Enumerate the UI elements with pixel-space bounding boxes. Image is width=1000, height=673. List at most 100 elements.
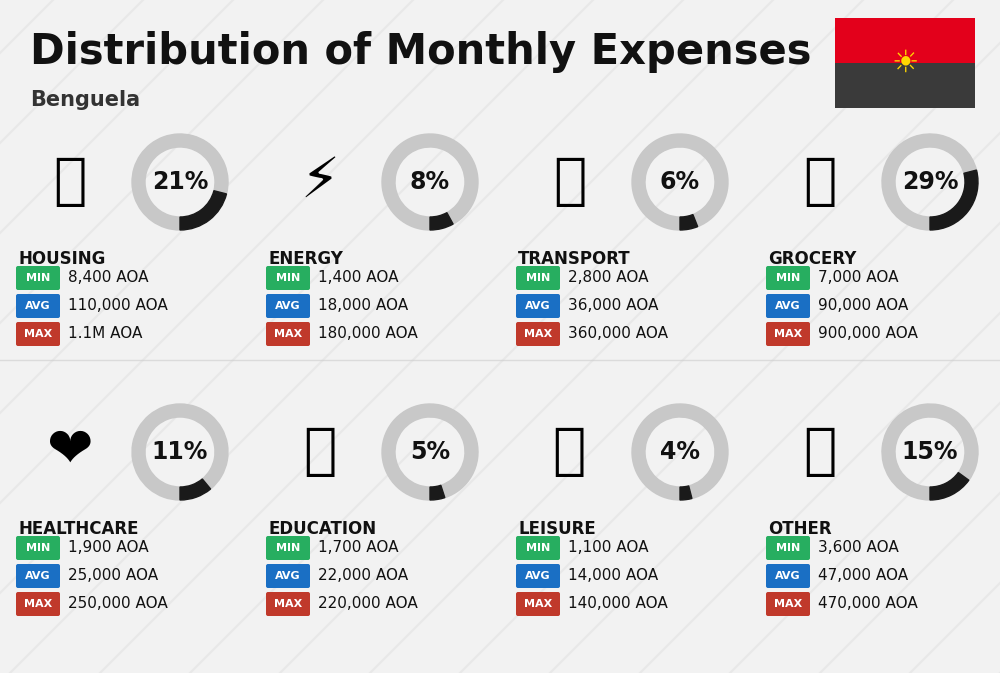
FancyBboxPatch shape bbox=[835, 63, 975, 108]
Text: 1,400 AOA: 1,400 AOA bbox=[318, 271, 398, 285]
Text: 7,000 AOA: 7,000 AOA bbox=[818, 271, 898, 285]
Text: 470,000 AOA: 470,000 AOA bbox=[818, 596, 918, 612]
Text: 18,000 AOA: 18,000 AOA bbox=[318, 299, 408, 314]
Text: AVG: AVG bbox=[275, 571, 301, 581]
Text: GROCERY: GROCERY bbox=[768, 250, 856, 268]
FancyBboxPatch shape bbox=[16, 592, 60, 616]
Text: MAX: MAX bbox=[274, 599, 302, 609]
Text: 6%: 6% bbox=[660, 170, 700, 194]
Text: 2,800 AOA: 2,800 AOA bbox=[568, 271, 648, 285]
Text: TRANSPORT: TRANSPORT bbox=[518, 250, 631, 268]
FancyBboxPatch shape bbox=[766, 592, 810, 616]
Text: EDUCATION: EDUCATION bbox=[268, 520, 376, 538]
Text: ☀: ☀ bbox=[891, 48, 919, 77]
Text: MIN: MIN bbox=[276, 543, 300, 553]
Text: OTHER: OTHER bbox=[768, 520, 832, 538]
FancyBboxPatch shape bbox=[516, 592, 560, 616]
FancyBboxPatch shape bbox=[516, 294, 560, 318]
Text: 110,000 AOA: 110,000 AOA bbox=[68, 299, 168, 314]
Text: MIN: MIN bbox=[776, 543, 800, 553]
Wedge shape bbox=[132, 134, 228, 230]
Text: 180,000 AOA: 180,000 AOA bbox=[318, 326, 418, 341]
Text: 25,000 AOA: 25,000 AOA bbox=[68, 569, 158, 583]
Text: MAX: MAX bbox=[774, 329, 802, 339]
Text: 21%: 21% bbox=[152, 170, 208, 194]
Text: 47,000 AOA: 47,000 AOA bbox=[818, 569, 908, 583]
Text: 8,400 AOA: 8,400 AOA bbox=[68, 271, 148, 285]
Text: AVG: AVG bbox=[275, 301, 301, 311]
Wedge shape bbox=[132, 404, 228, 500]
FancyBboxPatch shape bbox=[266, 294, 310, 318]
Text: MIN: MIN bbox=[776, 273, 800, 283]
Text: 1.1M AOA: 1.1M AOA bbox=[68, 326, 142, 341]
FancyBboxPatch shape bbox=[516, 266, 560, 290]
Text: AVG: AVG bbox=[775, 301, 801, 311]
Text: 29%: 29% bbox=[902, 170, 958, 194]
Text: 8%: 8% bbox=[410, 170, 450, 194]
FancyBboxPatch shape bbox=[766, 322, 810, 346]
Text: MAX: MAX bbox=[524, 329, 552, 339]
Wedge shape bbox=[680, 215, 698, 230]
Text: 36,000 AOA: 36,000 AOA bbox=[568, 299, 658, 314]
Text: HOUSING: HOUSING bbox=[18, 250, 105, 268]
Text: 1,100 AOA: 1,100 AOA bbox=[568, 540, 648, 555]
Text: Benguela: Benguela bbox=[30, 90, 140, 110]
Text: 140,000 AOA: 140,000 AOA bbox=[568, 596, 668, 612]
FancyBboxPatch shape bbox=[766, 294, 810, 318]
Text: 🏢: 🏢 bbox=[53, 155, 87, 209]
Text: 11%: 11% bbox=[152, 440, 208, 464]
Text: MIN: MIN bbox=[526, 543, 550, 553]
Text: AVG: AVG bbox=[525, 571, 551, 581]
Text: AVG: AVG bbox=[25, 301, 51, 311]
Wedge shape bbox=[430, 485, 445, 500]
Wedge shape bbox=[430, 213, 453, 230]
FancyBboxPatch shape bbox=[266, 592, 310, 616]
Text: 3,600 AOA: 3,600 AOA bbox=[818, 540, 899, 555]
Text: AVG: AVG bbox=[775, 571, 801, 581]
Wedge shape bbox=[930, 170, 978, 230]
Text: MIN: MIN bbox=[26, 543, 50, 553]
FancyBboxPatch shape bbox=[516, 536, 560, 560]
Wedge shape bbox=[382, 404, 478, 500]
FancyBboxPatch shape bbox=[766, 564, 810, 588]
FancyBboxPatch shape bbox=[16, 294, 60, 318]
Text: 90,000 AOA: 90,000 AOA bbox=[818, 299, 908, 314]
Text: 900,000 AOA: 900,000 AOA bbox=[818, 326, 918, 341]
Text: HEALTHCARE: HEALTHCARE bbox=[18, 520, 138, 538]
Wedge shape bbox=[680, 486, 692, 500]
FancyBboxPatch shape bbox=[16, 564, 60, 588]
Wedge shape bbox=[882, 404, 978, 500]
FancyBboxPatch shape bbox=[766, 536, 810, 560]
Text: 🎓: 🎓 bbox=[303, 425, 337, 479]
Text: ❤️: ❤️ bbox=[47, 425, 93, 479]
Text: 360,000 AOA: 360,000 AOA bbox=[568, 326, 668, 341]
Text: 15%: 15% bbox=[902, 440, 958, 464]
Wedge shape bbox=[882, 134, 976, 230]
FancyBboxPatch shape bbox=[266, 322, 310, 346]
Text: AVG: AVG bbox=[25, 571, 51, 581]
Text: 250,000 AOA: 250,000 AOA bbox=[68, 596, 168, 612]
Text: MIN: MIN bbox=[26, 273, 50, 283]
Wedge shape bbox=[180, 479, 211, 500]
Text: 👜: 👜 bbox=[803, 425, 837, 479]
Text: MAX: MAX bbox=[524, 599, 552, 609]
Text: 220,000 AOA: 220,000 AOA bbox=[318, 596, 418, 612]
Text: Distribution of Monthly Expenses: Distribution of Monthly Expenses bbox=[30, 31, 812, 73]
Text: 1,700 AOA: 1,700 AOA bbox=[318, 540, 398, 555]
Text: AVG: AVG bbox=[525, 301, 551, 311]
Text: 4%: 4% bbox=[660, 440, 700, 464]
FancyBboxPatch shape bbox=[266, 536, 310, 560]
FancyBboxPatch shape bbox=[16, 322, 60, 346]
Text: MIN: MIN bbox=[276, 273, 300, 283]
Text: ⚡: ⚡ bbox=[300, 155, 340, 209]
FancyBboxPatch shape bbox=[16, 266, 60, 290]
Wedge shape bbox=[632, 404, 728, 500]
Text: 22,000 AOA: 22,000 AOA bbox=[318, 569, 408, 583]
Text: ENERGY: ENERGY bbox=[268, 250, 343, 268]
Wedge shape bbox=[930, 472, 969, 500]
FancyBboxPatch shape bbox=[516, 564, 560, 588]
Wedge shape bbox=[180, 190, 226, 230]
Text: 🚌: 🚌 bbox=[553, 155, 587, 209]
Text: 14,000 AOA: 14,000 AOA bbox=[568, 569, 658, 583]
FancyBboxPatch shape bbox=[516, 322, 560, 346]
